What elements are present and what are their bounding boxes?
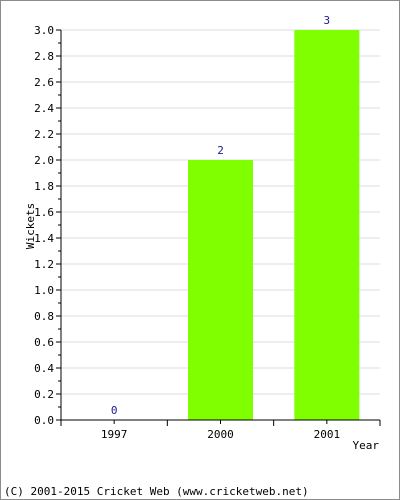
y-tick-label: 1.0 bbox=[34, 284, 54, 297]
y-tick-label: 2.8 bbox=[34, 50, 54, 63]
y-tick-label: 2.6 bbox=[34, 76, 54, 89]
bars bbox=[188, 30, 360, 420]
labels: 0.0 0.2 0.4 0.6 0.8 1.0 1.2 1.4 1.6 1.8 2.0 2.2 2.4 2… bbox=[34, 14, 340, 441]
data-label: 3 bbox=[324, 14, 331, 27]
y-tick-label: 0.6 bbox=[34, 336, 54, 349]
bar bbox=[294, 30, 360, 420]
y-tick-label: 0.0 bbox=[34, 414, 54, 427]
data-label: 0 bbox=[111, 404, 118, 417]
y-tick-label: 2.0 bbox=[34, 154, 54, 167]
y-tick-label: 1.2 bbox=[34, 258, 54, 271]
bar bbox=[188, 160, 253, 420]
data-label: 2 bbox=[217, 144, 224, 157]
y-tick-label: 2.4 bbox=[34, 102, 54, 115]
x-axis-title: Year bbox=[353, 439, 380, 452]
y-tick-label: 2.2 bbox=[34, 128, 54, 141]
y-tick-label: 0.2 bbox=[34, 388, 54, 401]
x-tick-label: 1997 bbox=[101, 428, 128, 441]
axes bbox=[56, 29, 381, 426]
copyright-footer: (C) 2001-2015 Cricket Web (www.cricketwe… bbox=[4, 485, 309, 498]
y-axis-title: Wickets bbox=[24, 203, 37, 249]
y-tick-label: 1.8 bbox=[34, 180, 54, 193]
y-tick-label: 0.4 bbox=[34, 362, 54, 375]
x-tick-label: 2000 bbox=[207, 428, 234, 441]
y-tick-label: 1.6 bbox=[34, 206, 54, 219]
y-tick-label: 0.8 bbox=[34, 310, 54, 323]
y-tick-label: 3.0 bbox=[34, 24, 54, 37]
x-tick-label: 2001 bbox=[314, 428, 341, 441]
y-tick-label: 1.4 bbox=[34, 232, 54, 245]
